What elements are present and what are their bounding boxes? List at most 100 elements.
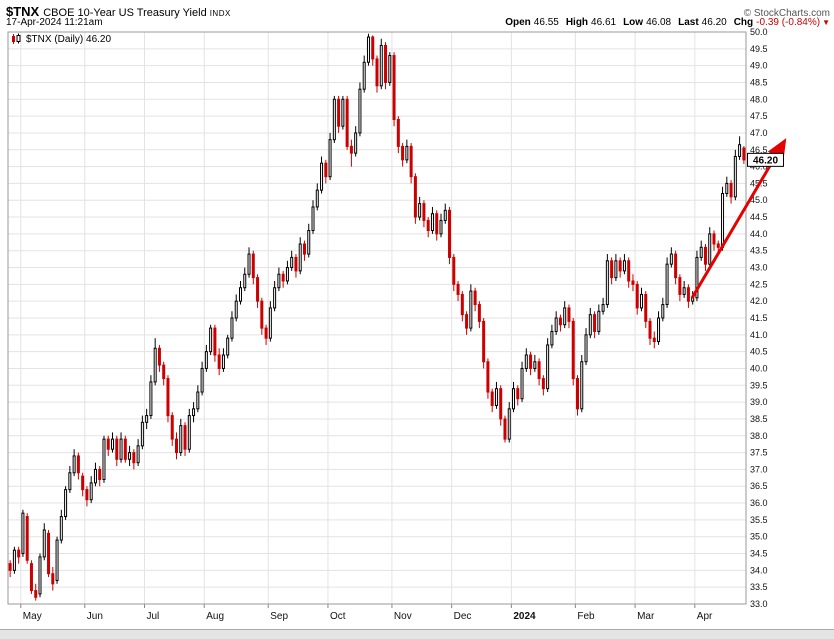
candle-body	[512, 388, 516, 410]
svg-text:46.20: 46.20	[753, 155, 778, 166]
candle-body	[200, 367, 204, 393]
y-tick-label: 49.0	[750, 61, 768, 71]
candle-body	[524, 354, 528, 369]
timestamp: 17-Apr-2024 11:21am	[6, 17, 103, 28]
candle-body	[38, 556, 42, 595]
candle-body	[196, 391, 200, 410]
y-tick-label: 34.0	[750, 565, 768, 575]
candle-body	[652, 337, 656, 343]
candle-body	[187, 415, 191, 450]
candle-body	[136, 445, 140, 464]
candle-body	[341, 98, 345, 127]
y-tick-label: 42.5	[750, 279, 768, 289]
candle-body	[209, 327, 213, 353]
candle-body	[469, 290, 473, 329]
x-month-label: Feb	[577, 611, 595, 622]
y-tick-label: 38.5	[750, 414, 768, 424]
candle-body	[537, 361, 541, 380]
candle-body	[635, 283, 639, 309]
candle-body	[238, 287, 242, 302]
y-tick-label: 41.5	[750, 313, 768, 323]
y-tick-label: 34.5	[750, 549, 768, 559]
candle-body	[315, 189, 319, 208]
candle-body	[708, 233, 712, 265]
candle-body	[132, 452, 136, 464]
candle-body	[678, 277, 682, 295]
candle-body	[738, 144, 742, 157]
candle-body	[349, 145, 353, 154]
bottom-panel-edge	[0, 629, 834, 639]
candle-body	[418, 203, 422, 218]
candle-body	[661, 304, 665, 319]
candle-body	[251, 253, 255, 279]
y-tick-label: 37.5	[750, 448, 768, 458]
legend-text: $TNX (Daily) 46.20	[26, 33, 112, 45]
candle-body	[320, 162, 324, 191]
candle-body	[145, 415, 149, 423]
candle-body	[571, 320, 575, 380]
candle-body	[465, 314, 469, 329]
exchange-tag: INDX	[209, 9, 231, 18]
candle-body	[413, 176, 417, 218]
candle-body	[358, 88, 362, 134]
last-price-label: 46.20	[747, 152, 784, 167]
candle-body	[580, 361, 584, 410]
candle-body	[72, 455, 76, 474]
candle-body	[17, 549, 21, 558]
candle-body	[644, 293, 648, 322]
candle-body	[674, 253, 678, 279]
candle-body	[285, 267, 289, 282]
candle-body	[354, 132, 358, 154]
candle-body	[311, 206, 315, 232]
x-month-label: Dec	[454, 611, 472, 622]
candle-body	[435, 213, 439, 235]
y-tick-label: 36.5	[750, 481, 768, 491]
candle-body	[59, 516, 63, 541]
candle-body	[362, 61, 366, 90]
candle-body	[47, 532, 51, 575]
candle-body	[12, 549, 16, 571]
candle-body	[558, 317, 562, 326]
candle-body	[529, 354, 533, 369]
y-tick-label: 43.5	[750, 246, 768, 256]
y-tick-label: 48.5	[750, 77, 768, 87]
candle-body	[665, 263, 669, 306]
candle-body	[452, 256, 456, 285]
x-month-label: Jun	[87, 611, 103, 622]
candle-body	[170, 415, 174, 440]
candle-body	[639, 293, 643, 309]
y-tick-label: 43.0	[750, 263, 768, 273]
x-month-label: May	[23, 611, 42, 622]
y-tick-label: 47.5	[750, 111, 768, 121]
candle-body	[93, 468, 97, 484]
candle-body	[379, 44, 383, 87]
candle-body	[106, 438, 110, 450]
candle-body	[328, 139, 332, 178]
candle-body	[443, 209, 447, 221]
y-tick-label: 38.0	[750, 431, 768, 441]
candle-body	[68, 472, 72, 491]
candle-body	[243, 273, 247, 289]
gridlines	[8, 31, 746, 608]
candle-body	[422, 203, 426, 221]
candle-body	[290, 256, 294, 269]
candle-body	[307, 230, 311, 255]
candle-body	[503, 418, 507, 440]
header-row-title: $TNX CBOE 10-Year US Treasury Yield INDX ©…	[6, 3, 830, 21]
candle-body	[337, 98, 341, 127]
candle-body	[175, 438, 179, 454]
candle-body	[520, 367, 524, 400]
candle-body	[85, 489, 89, 501]
candle-body	[260, 300, 264, 329]
candle-body	[324, 162, 328, 178]
y-tick-label: 35.0	[750, 532, 768, 542]
quote-high: High 46.61	[565, 17, 617, 28]
candle-body	[622, 260, 626, 272]
y-tick-label: 41.0	[750, 330, 768, 340]
candle-body	[264, 327, 268, 339]
candle-body	[166, 378, 170, 417]
quote-change: Chg -0.39 (-0.84%) ▼	[733, 17, 830, 28]
candle-body	[183, 425, 187, 450]
chart-legend: $TNX (Daily) 46.20	[10, 33, 111, 45]
